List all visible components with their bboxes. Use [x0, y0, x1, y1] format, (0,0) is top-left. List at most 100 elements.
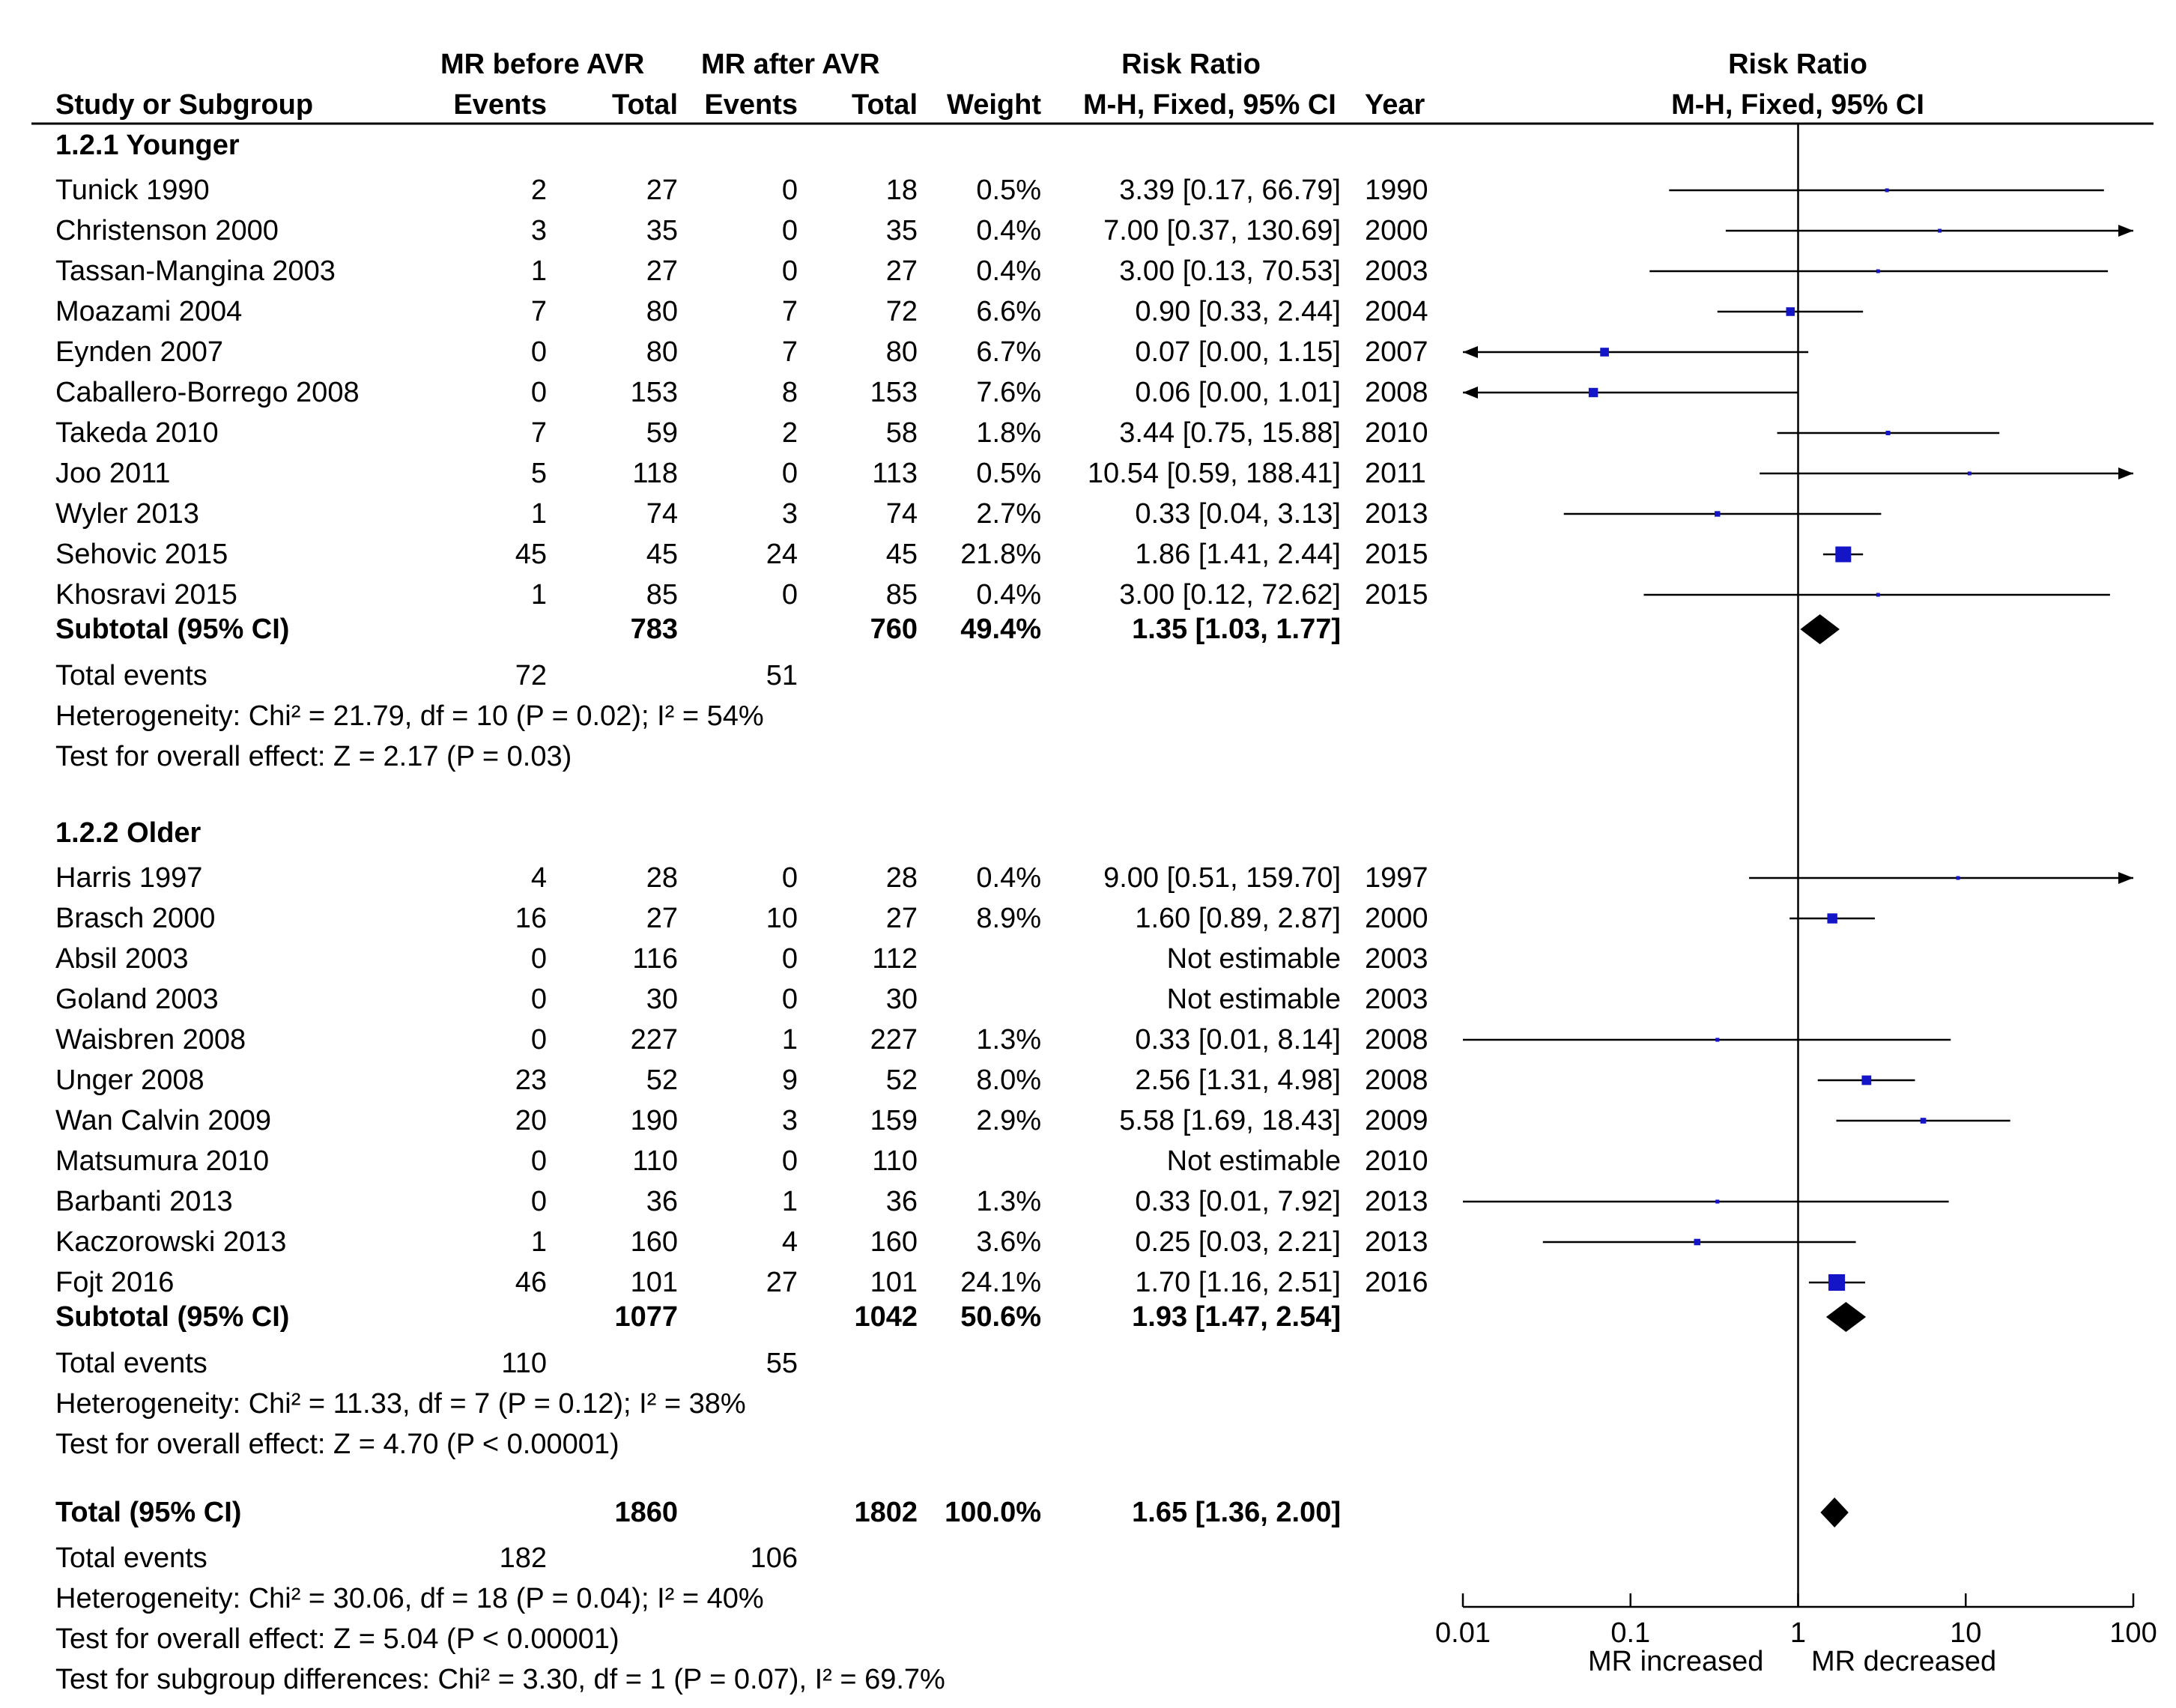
events-before: 1 — [530, 1226, 547, 1258]
study-risk-ratio: 3.39 [0.17, 66.79] — [1119, 175, 1341, 206]
total-after: 113 — [872, 458, 918, 489]
subtotal-total-before: 783 — [630, 614, 678, 645]
study-0-10-point — [1876, 593, 1880, 597]
study-risk-ratio: 7.00 [0.37, 130.69] — [1103, 215, 1341, 246]
total-before: 27 — [646, 903, 678, 934]
total-before: 110 — [632, 1145, 678, 1177]
events-after: 0 — [781, 175, 798, 206]
study-risk-ratio: Not estimable — [1166, 984, 1341, 1015]
events-after: 10 — [766, 903, 798, 934]
study-name: Tunick 1990 — [55, 175, 210, 206]
study-risk-ratio: 0.33 [0.01, 8.14] — [1135, 1024, 1341, 1056]
events-before: 23 — [515, 1065, 547, 1096]
study-1-5-point — [1861, 1075, 1872, 1085]
events-before: 1 — [530, 255, 547, 287]
events-after: 0 — [781, 943, 798, 975]
total-before: 45 — [646, 539, 678, 570]
study-0-0-point — [1885, 188, 1889, 193]
study-risk-ratio: Not estimable — [1166, 943, 1341, 975]
study-name: Unger 2008 — [55, 1065, 204, 1096]
total-before: 85 — [646, 579, 678, 611]
total-after: 36 — [885, 1186, 918, 1217]
events1-header: Events — [453, 89, 547, 121]
subgroup-heterogeneity: Heterogeneity: Chi² = 11.33, df = 7 (P =… — [55, 1388, 746, 1420]
study-0-3-point — [1786, 307, 1795, 316]
events-before: 0 — [530, 336, 547, 368]
events-after: 2 — [781, 417, 798, 449]
subgroup-heading: 1.2.1 Younger — [55, 130, 240, 161]
study-weight: 7.6% — [976, 377, 1041, 408]
study-name: Brasch 2000 — [55, 903, 216, 934]
overall-diamond — [1820, 1497, 1849, 1527]
study-name: Moazami 2004 — [55, 296, 243, 327]
study-name: Wyler 2013 — [55, 498, 199, 530]
study-risk-ratio: 1.86 [1.41, 2.44] — [1135, 539, 1341, 570]
total-after: 153 — [870, 377, 918, 408]
study-risk-ratio: 5.58 [1.69, 18.43] — [1119, 1105, 1341, 1136]
subgroup-heterogeneity: Heterogeneity: Chi² = 21.79, df = 10 (P … — [55, 700, 764, 732]
subgroup-events-label: Total events — [55, 660, 207, 691]
total-before: 80 — [646, 296, 678, 327]
subtotal-risk-ratio: 1.93 [1.47, 2.54] — [1132, 1301, 1341, 1333]
left-direction-label: MR increased — [1588, 1646, 1764, 1677]
study-0-7-point — [1967, 471, 1972, 476]
total-after: 112 — [872, 943, 918, 975]
study-weight: 0.4% — [976, 579, 1041, 611]
study-weight: 21.8% — [960, 539, 1041, 570]
study-year: 2009 — [1365, 1105, 1428, 1136]
study-name: Christenson 2000 — [55, 215, 279, 246]
events-before: 0 — [530, 377, 547, 408]
study-risk-ratio: 1.60 [0.89, 2.87] — [1135, 903, 1341, 934]
events-before: 0 — [530, 1186, 547, 1217]
subgroup-overall-effect: Test for overall effect: Z = 2.17 (P = 0… — [55, 741, 572, 772]
events-after: 27 — [766, 1267, 798, 1298]
total-after: 74 — [885, 498, 918, 530]
study-name: Khosravi 2015 — [55, 579, 237, 611]
study-risk-ratio: 0.07 [0.00, 1.15] — [1135, 336, 1341, 368]
study-year: 1990 — [1365, 175, 1428, 206]
total-after: 101 — [870, 1267, 918, 1298]
study-weight: 8.0% — [976, 1065, 1041, 1096]
study-1-9-point — [1694, 1238, 1701, 1246]
study-0-8-point — [1715, 511, 1721, 517]
events-before: 0 — [530, 1145, 547, 1177]
study-risk-ratio: 3.44 [0.75, 15.88] — [1119, 417, 1341, 449]
study-name: Goland 2003 — [55, 984, 219, 1015]
study-name: Joo 2011 — [55, 458, 171, 489]
total-before: 27 — [646, 175, 678, 206]
subtotal-risk-ratio: 1.35 [1.03, 1.77] — [1132, 614, 1341, 645]
events-after: 1 — [781, 1186, 798, 1217]
total-after: 27 — [885, 255, 918, 287]
total-after: 227 — [870, 1024, 918, 1056]
plot-title: Risk Ratio — [1728, 49, 1867, 80]
study-name: Fojt 2016 — [55, 1267, 175, 1298]
rr-method-header: M-H, Fixed, 95% CI — [1083, 89, 1336, 121]
study-weight: 1.3% — [976, 1024, 1041, 1056]
total-after: 45 — [885, 539, 918, 570]
events-after: 7 — [781, 336, 798, 368]
total-before: 36 — [646, 1186, 678, 1217]
study-weight: 0.5% — [976, 458, 1041, 489]
x-tick-label: 0.01 — [1435, 1617, 1491, 1649]
study-0-6-point — [1885, 430, 1891, 436]
events-before: 7 — [530, 296, 547, 327]
total-before: 59 — [646, 417, 678, 449]
total-after: 58 — [885, 417, 918, 449]
subgroup-differences: Test for subgroup differences: Chi² = 3.… — [55, 1664, 945, 1695]
total-events2: 106 — [750, 1542, 798, 1574]
events-after: 0 — [781, 984, 798, 1015]
subgroup-events-after: 55 — [766, 1348, 798, 1379]
study-column-header: Study or Subgroup — [55, 89, 314, 121]
events-after: 24 — [766, 539, 798, 570]
total-after: 30 — [885, 984, 918, 1015]
study-risk-ratio: 2.56 [1.31, 4.98] — [1135, 1065, 1341, 1096]
events2-header: Events — [704, 89, 798, 121]
study-0-7-right-arrow — [2118, 467, 2133, 479]
subtotal-diamond-1 — [1825, 1302, 1867, 1332]
study-risk-ratio: 0.25 [0.03, 2.21] — [1135, 1226, 1341, 1258]
group1-header: MR before AVR — [440, 49, 645, 80]
subgroup-events-before: 110 — [501, 1348, 547, 1379]
study-0-9-point — [1835, 546, 1852, 563]
events-before: 1 — [530, 579, 547, 611]
events-after: 0 — [781, 458, 798, 489]
